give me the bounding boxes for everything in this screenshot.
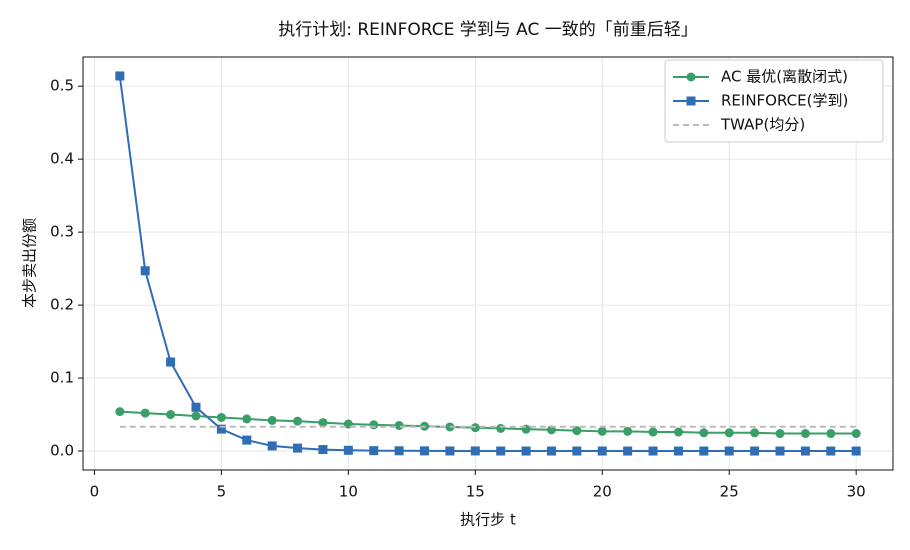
marker (242, 414, 252, 424)
marker (293, 443, 303, 453)
chart-title: 执行计划: REINFORCE 学到与 AC 一致的「前重后轻」 (278, 20, 698, 40)
marker (166, 357, 176, 367)
marker (521, 446, 531, 456)
marker (699, 428, 709, 438)
marker (623, 446, 633, 456)
marker (115, 407, 125, 417)
marker (394, 420, 404, 430)
x-tick-label: 20 (593, 483, 612, 501)
legend-marker (686, 96, 696, 106)
marker (851, 446, 861, 456)
marker (216, 412, 226, 422)
marker (369, 420, 379, 430)
marker (750, 446, 760, 456)
marker (572, 446, 582, 456)
legend-box (664, 59, 884, 143)
marker (496, 446, 506, 456)
marker (826, 446, 836, 456)
legend-label: TWAP(均分) (720, 116, 805, 134)
x-tick-label: 0 (90, 483, 100, 501)
y-axis-label: 本步卖出份额 (21, 218, 39, 308)
marker (724, 428, 734, 438)
y-tick-label: 0.4 (50, 150, 74, 168)
marker (699, 446, 709, 456)
marker (318, 418, 328, 428)
marker (673, 427, 683, 437)
marker (267, 415, 277, 425)
marker (420, 446, 430, 456)
x-tick-label: 25 (720, 483, 739, 501)
marker (775, 429, 785, 439)
marker (648, 446, 658, 456)
marker (394, 446, 404, 456)
marker (750, 428, 760, 438)
marker (140, 266, 150, 276)
marker (166, 410, 176, 420)
marker (851, 429, 861, 439)
marker (445, 446, 455, 456)
x-tick-label: 10 (339, 483, 358, 501)
legend-marker (686, 72, 696, 82)
y-tick-label: 0.0 (50, 442, 74, 460)
marker (191, 402, 201, 412)
x-tick-label: 30 (847, 483, 866, 501)
plot-frame (82, 56, 894, 471)
x-axis-label: 执行步 t (460, 511, 516, 529)
marker (623, 426, 633, 436)
x-tick-label: 5 (217, 483, 227, 501)
marker (369, 446, 379, 456)
marker (800, 446, 810, 456)
marker (496, 423, 506, 433)
marker (293, 416, 303, 426)
marker (470, 446, 480, 456)
marker (724, 446, 734, 456)
marker (673, 446, 683, 456)
legend-label: AC 最优(离散闭式) (721, 68, 848, 86)
marker (800, 429, 810, 439)
marker (546, 446, 556, 456)
legend: AC 最优(离散闭式) REINFORCE(学到) TWAP(均分) (664, 59, 884, 143)
x-tick-label: 15 (466, 483, 485, 501)
marker (826, 429, 836, 439)
marker (648, 427, 658, 437)
y-tick-label: 0.1 (50, 369, 74, 387)
marker (775, 446, 785, 456)
marker (343, 445, 353, 455)
marker (267, 441, 277, 451)
y-tick-label: 0.5 (50, 77, 74, 95)
marker (191, 411, 201, 421)
y-tick-label: 0.2 (50, 296, 74, 314)
marker (318, 445, 328, 455)
marker (242, 435, 252, 445)
y-tick-label: 0.3 (50, 223, 74, 241)
marker (597, 446, 607, 456)
marker (140, 408, 150, 418)
marker (115, 71, 125, 81)
marker (597, 426, 607, 436)
legend-label: REINFORCE(学到) (721, 92, 848, 110)
marker (216, 424, 226, 434)
marker (572, 426, 582, 436)
